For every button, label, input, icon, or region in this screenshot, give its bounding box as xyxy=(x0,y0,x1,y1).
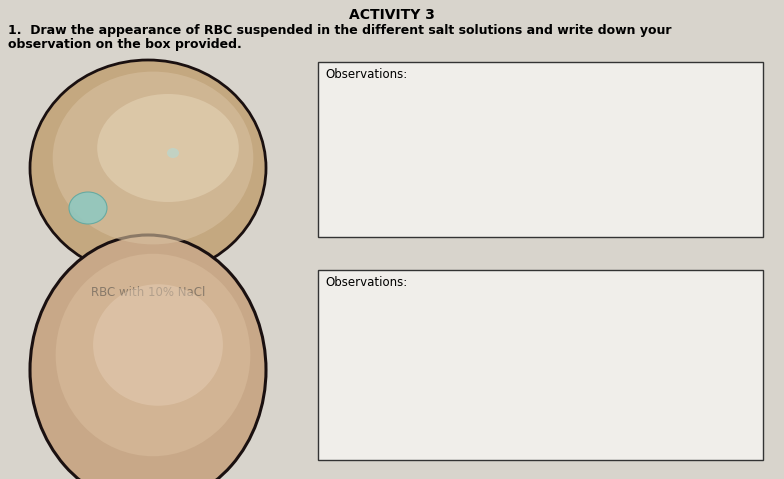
Text: Observations:: Observations: xyxy=(325,276,407,289)
Ellipse shape xyxy=(69,192,107,224)
Bar xyxy=(318,62,763,237)
Ellipse shape xyxy=(97,94,239,202)
Bar xyxy=(318,270,763,460)
Text: ACTIVITY 3: ACTIVITY 3 xyxy=(349,8,435,22)
Ellipse shape xyxy=(30,60,266,276)
Text: Observations:: Observations: xyxy=(325,68,407,81)
Ellipse shape xyxy=(56,254,250,456)
Ellipse shape xyxy=(53,71,253,244)
Text: RBC with 10% NaCl: RBC with 10% NaCl xyxy=(91,286,205,299)
Ellipse shape xyxy=(30,235,266,479)
Ellipse shape xyxy=(167,148,179,158)
Ellipse shape xyxy=(93,284,223,406)
Text: observation on the box provided.: observation on the box provided. xyxy=(8,38,241,51)
Text: 1.  Draw the appearance of RBC suspended in the different salt solutions and wri: 1. Draw the appearance of RBC suspended … xyxy=(8,24,672,37)
